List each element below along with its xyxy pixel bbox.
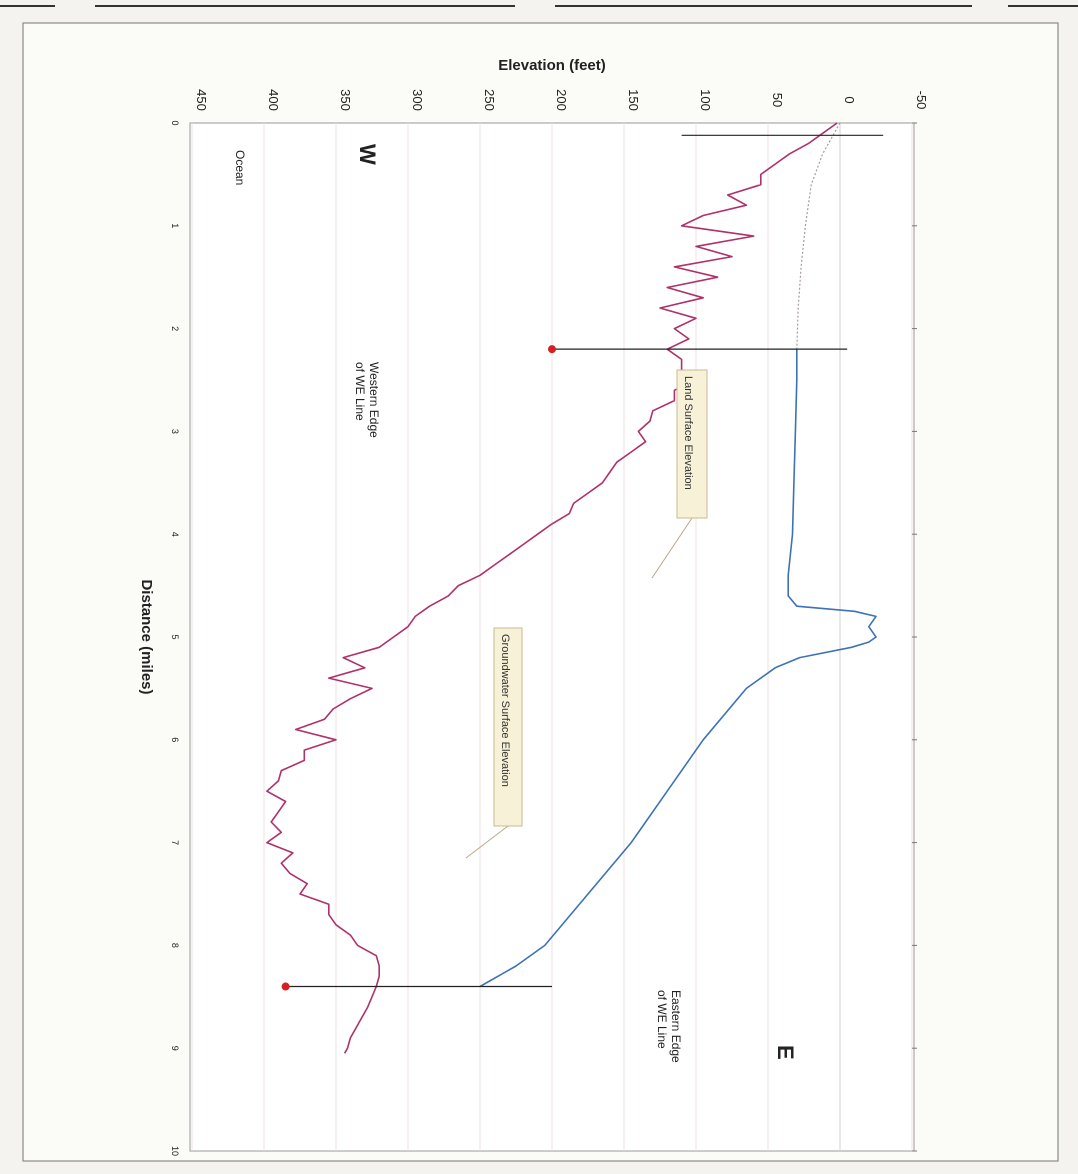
interpolated-groundwater-line xyxy=(796,122,841,350)
western-edge-label-line2: of WE Line xyxy=(353,362,367,421)
y-tick-label: 450 xyxy=(194,89,209,111)
ocean-label: Ocean xyxy=(233,150,247,185)
y-tick-label: 300 xyxy=(410,89,425,111)
land-callout-text: Land Surface Elevation xyxy=(682,376,694,490)
y-tick-label: 50 xyxy=(770,93,785,107)
edge-marker-dot xyxy=(281,982,290,991)
western-edge-label-line1: Western Edge xyxy=(367,362,381,438)
y-tick-label: 400 xyxy=(266,89,281,111)
y-tick-label: 200 xyxy=(554,89,569,111)
land-callout-leader xyxy=(651,517,693,579)
y-axis-title: Elevation (feet) xyxy=(498,57,606,74)
x-tick-label: 10 xyxy=(170,1146,180,1156)
x-tick-label: 0 xyxy=(170,120,180,125)
groundwater-callout-text: Groundwater Surface Elevation xyxy=(499,634,511,787)
x-tick-label: 6 xyxy=(170,737,180,742)
groundwater-callout-leader xyxy=(465,825,509,859)
x-tick-label: 5 xyxy=(170,634,180,639)
y-tick-label: 0 xyxy=(842,96,857,103)
y-tick-label: 100 xyxy=(698,89,713,111)
y-tick-label: 250 xyxy=(482,89,497,111)
grid-lines xyxy=(191,122,917,1152)
land-surface-line xyxy=(266,122,838,1054)
x-axis-title: Distance (miles) xyxy=(138,579,155,694)
y-tick-label: 150 xyxy=(626,89,641,111)
e-label: E xyxy=(773,1045,798,1060)
y-tick-label: -50 xyxy=(914,91,929,110)
x-tick-label: 2 xyxy=(170,326,180,331)
groundwater-surface-line xyxy=(479,349,877,988)
edge-marker-dot xyxy=(548,345,556,354)
y-tick-labels: -50 0 50 100 150 200 250 300 350 400 450 xyxy=(194,89,929,111)
series-lines xyxy=(266,122,877,1054)
groundwater-callout-box xyxy=(493,627,523,827)
x-tick-label: 4 xyxy=(170,532,180,537)
x-tick-label: 7 xyxy=(170,840,180,845)
land-callout-box xyxy=(676,369,708,519)
eastern-edge-label-line1: Eastern Edge xyxy=(669,990,683,1063)
x-tick-label: 1 xyxy=(170,223,180,228)
x-tick-label: 8 xyxy=(170,943,180,948)
eastern-edge-label-line2: of WE Line xyxy=(655,990,669,1049)
x-tick-labels: 0 1 2 3 4 5 6 7 8 9 10 xyxy=(170,120,180,1156)
w-label: W xyxy=(355,144,380,165)
x-tick-label: 3 xyxy=(170,429,180,434)
y-tick-label: 350 xyxy=(338,89,353,111)
x-tick-label: 9 xyxy=(170,1046,180,1051)
